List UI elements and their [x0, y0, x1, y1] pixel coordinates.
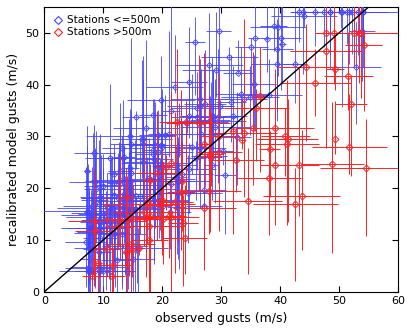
Legend: Stations <=500m, Stations >500m: Stations <=500m, Stations >500m [50, 12, 164, 41]
Y-axis label: recalibrated model gusts (m/s): recalibrated model gusts (m/s) [7, 53, 20, 246]
X-axis label: observed gusts (m/s): observed gusts (m/s) [155, 312, 288, 325]
